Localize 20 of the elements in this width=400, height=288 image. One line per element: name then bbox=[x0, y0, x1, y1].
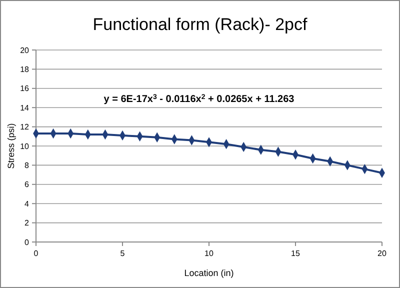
y-tick-label: 10 bbox=[20, 142, 30, 151]
y-tick-label: 2 bbox=[24, 218, 30, 228]
x-tick-label: 5 bbox=[120, 249, 126, 258]
x-tick-label: 15 bbox=[291, 249, 300, 258]
y-tick-label: 18 bbox=[20, 65, 30, 74]
chart-title: Functional form (Rack)- 2pcf bbox=[92, 15, 308, 34]
y-axis-title: Stress (psi) bbox=[6, 123, 16, 169]
x-tick-label: 10 bbox=[204, 249, 214, 258]
y-tick-label: 16 bbox=[20, 84, 30, 94]
annotation: y = 6E-17x$^{3}$ - 0.0116x$^{2}$ + 0.0265x + 11.263 bbox=[104, 93, 295, 105]
x-axis-title: Location (in) bbox=[184, 268, 234, 278]
y-tick-label: 20 bbox=[20, 46, 30, 55]
y-tick-label: 6 bbox=[24, 180, 30, 190]
x-tick-label: 0 bbox=[34, 249, 39, 258]
y-tick-label: 14 bbox=[20, 103, 30, 112]
y-tick-label: 12 bbox=[20, 122, 30, 132]
y-tick-label: 0 bbox=[24, 238, 30, 247]
x-tick-label: 20 bbox=[378, 249, 387, 258]
y-tick-label: 4 bbox=[24, 199, 30, 208]
y-tick-label: 8 bbox=[24, 161, 30, 170]
